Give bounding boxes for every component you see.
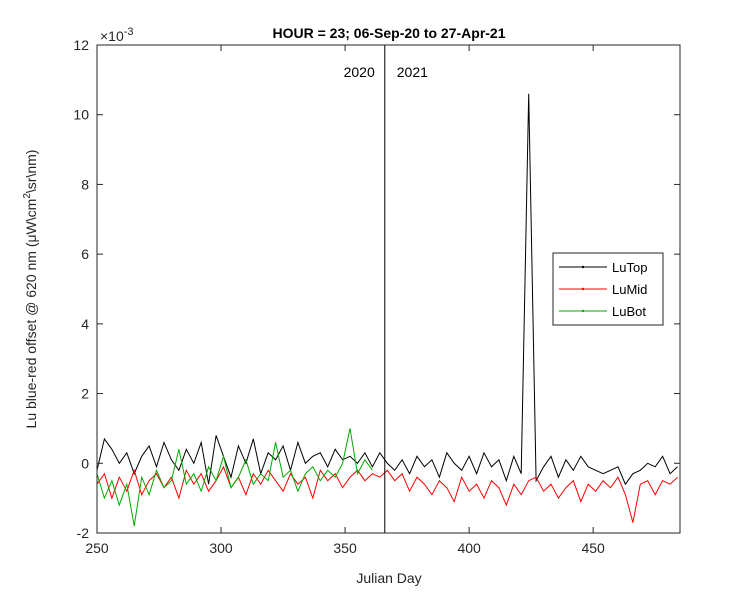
y-label-superscript: 2 [22, 193, 33, 199]
y-tick-label: 8 [81, 176, 89, 192]
legend-label: LuBot [612, 304, 646, 319]
annotation: 2021 [397, 64, 428, 80]
y-tick-label: 2 [81, 386, 89, 402]
legend-marker [581, 287, 585, 291]
y-tick-label: 12 [73, 37, 89, 53]
legend-marker [581, 265, 585, 269]
y-tick-label: 6 [81, 246, 89, 262]
y-tick-label: 4 [81, 316, 89, 332]
y-tick-label: 0 [81, 455, 89, 471]
plot-frame [96, 44, 681, 534]
x-tick-label: 400 [457, 540, 481, 556]
y-multiplier-base: ×10 [100, 28, 124, 44]
legend-label: LuMid [612, 282, 647, 297]
y-multiplier: ×10-3 [100, 26, 134, 44]
x-tick-label: 350 [333, 540, 357, 556]
x-tick-label: 250 [85, 540, 109, 556]
y-label-part: Lu blue-red offset @ 620 nm (μW\cm [23, 199, 39, 429]
legend-label: LuTop [612, 260, 647, 275]
data-line [96, 465, 678, 523]
legend-marker [581, 309, 585, 313]
data-line [96, 93, 678, 486]
data-line [96, 428, 373, 527]
annotation: 2020 [344, 64, 375, 80]
y-tick-label: 10 [73, 107, 89, 123]
y-tick-label: -2 [77, 525, 90, 541]
y-label-part: \sr\nm) [23, 150, 39, 194]
x-axis-label: Julian Day [356, 570, 421, 586]
x-tick-label: 450 [581, 540, 605, 556]
chart-title: HOUR = 23; 06-Sep-20 to 27-Apr-21 [272, 25, 505, 41]
x-tick-label: 300 [209, 540, 233, 556]
y-axis-label: Lu blue-red offset @ 620 nm (μW\cm2\sr\n… [22, 150, 39, 429]
legend: LuTop LuMid LuBot [552, 252, 664, 326]
y-multiplier-exponent: -3 [124, 26, 134, 38]
